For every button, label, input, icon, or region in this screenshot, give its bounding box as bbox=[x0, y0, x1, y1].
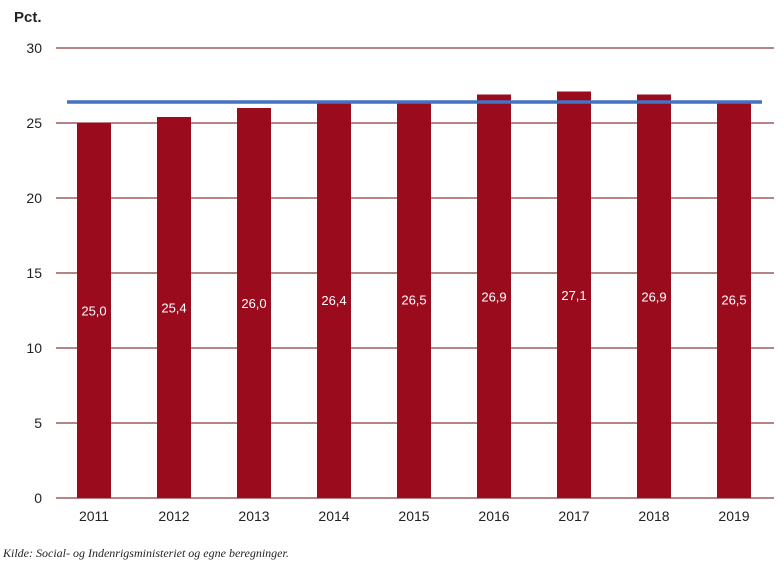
y-tick-label: 10 bbox=[26, 340, 42, 356]
data-label: 26,9 bbox=[481, 289, 506, 304]
x-tick-label: 2016 bbox=[478, 508, 509, 524]
data-label: 25,4 bbox=[161, 301, 186, 316]
bars bbox=[77, 91, 751, 498]
data-label: 27,1 bbox=[561, 288, 586, 303]
y-tick-labels: 0 5 10 15 20 25 30 bbox=[26, 40, 42, 506]
x-tick-label: 2015 bbox=[398, 508, 429, 524]
bar bbox=[557, 91, 591, 498]
bar bbox=[237, 108, 271, 498]
x-tick-label: 2013 bbox=[238, 508, 269, 524]
data-label: 26,9 bbox=[641, 289, 666, 304]
bar bbox=[717, 100, 751, 498]
x-tick-label: 2017 bbox=[558, 508, 589, 524]
data-label: 26,0 bbox=[241, 296, 266, 311]
x-tick-label: 2012 bbox=[158, 508, 189, 524]
bar bbox=[317, 102, 351, 498]
bar bbox=[637, 94, 671, 498]
x-tick-label: 2014 bbox=[318, 508, 349, 524]
x-tick-label: 2018 bbox=[638, 508, 669, 524]
y-tick-label: 20 bbox=[26, 190, 42, 206]
bar bbox=[157, 117, 191, 498]
y-tick-label: 25 bbox=[26, 115, 42, 131]
x-tick-label: 2019 bbox=[718, 508, 749, 524]
x-tick-label: 2011 bbox=[79, 508, 109, 524]
y-tick-label: 30 bbox=[26, 40, 42, 56]
source-note: Kilde: Social- og Indenrigsministeriet o… bbox=[3, 546, 289, 560]
x-tick-labels: 2011 2012 2013 2014 2015 2016 2017 2018 2019 bbox=[79, 508, 750, 524]
y-tick-label: 15 bbox=[26, 265, 42, 281]
data-labels: 25,0 25,4 26,0 26,4 26,5 26,9 27,1 26,9 26,5 bbox=[81, 288, 746, 319]
data-label: 25,0 bbox=[81, 304, 106, 319]
bar bbox=[397, 100, 431, 498]
y-axis-label: Pct. bbox=[14, 9, 42, 26]
y-tick-label: 5 bbox=[34, 415, 42, 431]
bar bbox=[477, 94, 511, 498]
bar bbox=[77, 123, 111, 498]
data-label: 26,5 bbox=[721, 292, 746, 307]
data-label: 26,5 bbox=[401, 292, 426, 307]
data-label: 26,4 bbox=[321, 293, 346, 308]
y-tick-label: 0 bbox=[34, 490, 42, 506]
